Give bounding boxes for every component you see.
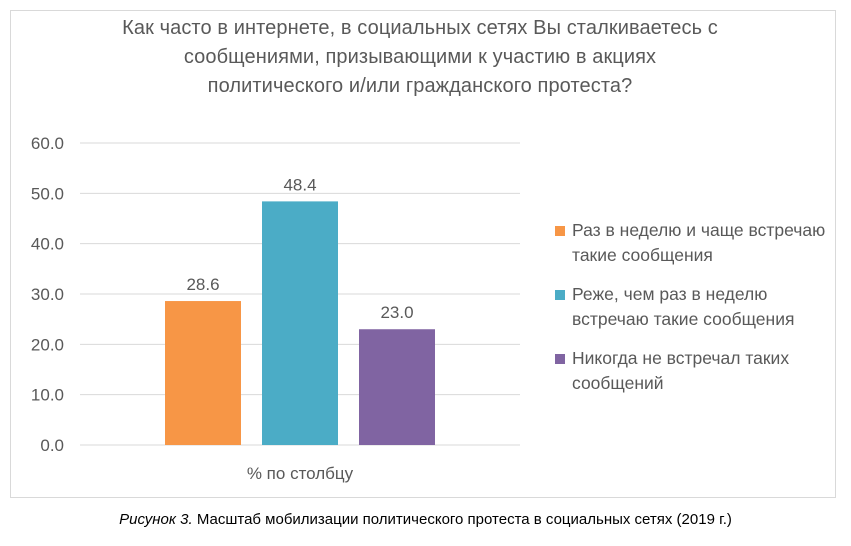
y-tick-label: 10.0 bbox=[31, 386, 64, 405]
legend-swatch bbox=[555, 290, 565, 300]
legend-label: Реже, чем раз в неделю встречаю такие со… bbox=[572, 284, 795, 329]
x-category-label: % по столбцу bbox=[247, 464, 354, 483]
chart-frame bbox=[10, 10, 836, 498]
legend-label: Раз в неделю и чаще встречаю такие сообщ… bbox=[572, 220, 826, 265]
y-tick-label: 40.0 bbox=[31, 235, 64, 254]
y-tick-label: 50.0 bbox=[31, 184, 64, 203]
chart-title-line: политического и/или гражданского протест… bbox=[207, 75, 633, 97]
y-tick-label: 30.0 bbox=[31, 285, 64, 304]
legend: Раз в неделю и чаще встречаю такие сообщ… bbox=[555, 218, 835, 410]
bar bbox=[359, 329, 435, 445]
bar bbox=[262, 201, 338, 445]
data-label: 23.0 bbox=[380, 303, 413, 322]
caption-prefix: Рисунок 3. bbox=[119, 511, 193, 528]
legend-item-never: Никогда не встречал таких сообщений bbox=[555, 346, 835, 396]
legend-label: Никогда не встречал таких сообщений bbox=[572, 348, 790, 393]
bar bbox=[165, 301, 241, 445]
chart-title-line: Как часто в интернете, в социальных сетя… bbox=[122, 17, 718, 39]
figure-caption: Рисунок 3. Масштаб мобилизации политичес… bbox=[0, 511, 851, 528]
legend-swatch bbox=[555, 226, 565, 236]
chart-title: Как часто в интернете, в социальных сетя… bbox=[60, 14, 780, 101]
data-label: 48.4 bbox=[283, 175, 316, 194]
y-tick-label: 60.0 bbox=[31, 134, 64, 153]
data-label: 28.6 bbox=[186, 275, 219, 294]
legend-swatch bbox=[555, 354, 565, 364]
legend-item-weekly: Раз в неделю и чаще встречаю такие сообщ… bbox=[555, 218, 835, 268]
chart-title-line: сообщениями, призывающими к участию в ак… bbox=[183, 46, 657, 68]
legend-item-less-often: Реже, чем раз в неделю встречаю такие со… bbox=[555, 282, 835, 332]
caption-text: Масштаб мобилизации политического протес… bbox=[192, 511, 732, 528]
y-tick-label: 20.0 bbox=[31, 335, 64, 354]
y-tick-label: 0.0 bbox=[40, 436, 64, 455]
